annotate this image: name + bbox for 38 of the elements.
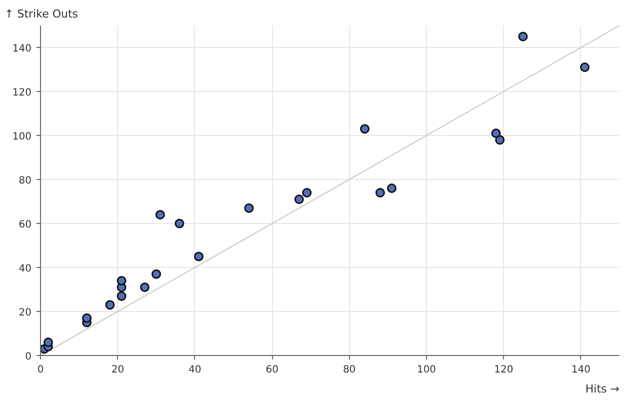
x-tick-label: 20	[111, 364, 124, 376]
y-axis-title: ↑ Strike Outs	[4, 8, 78, 20]
y-tick-label: 140	[12, 44, 32, 54]
y-tick-label: 80	[18, 176, 32, 186]
point	[116, 291, 126, 301]
x-tick-label: 100	[416, 364, 436, 376]
x-axis-title: Hits →	[585, 382, 620, 396]
point	[518, 32, 528, 42]
point	[387, 184, 397, 194]
point	[580, 62, 590, 72]
point	[152, 269, 162, 279]
point	[82, 313, 92, 323]
y-tick-label: 60	[18, 220, 32, 230]
point	[294, 194, 304, 204]
x-tick-label: 120	[494, 364, 514, 376]
y-tick-label: 0	[25, 352, 32, 362]
x-tick-label: 60	[266, 364, 278, 376]
point	[491, 128, 501, 138]
point	[116, 276, 126, 286]
point	[302, 188, 312, 198]
x-tick-label: 0	[37, 364, 44, 376]
point	[495, 135, 505, 145]
point	[140, 282, 150, 292]
y-tick-label: 20	[18, 308, 32, 318]
y-tick-label: 40	[18, 264, 32, 274]
point	[43, 338, 53, 348]
point	[375, 188, 385, 198]
point	[244, 203, 254, 213]
point	[174, 218, 184, 228]
x-tick-label: 40	[188, 364, 202, 376]
point	[155, 210, 165, 220]
point	[360, 124, 370, 134]
point	[105, 300, 115, 310]
y-tick-label: 120	[12, 88, 32, 98]
x-tick-label: 80	[342, 364, 356, 376]
y-tick-label: 100	[12, 132, 32, 142]
x-tick-label: 140	[571, 364, 590, 376]
point	[194, 252, 204, 262]
